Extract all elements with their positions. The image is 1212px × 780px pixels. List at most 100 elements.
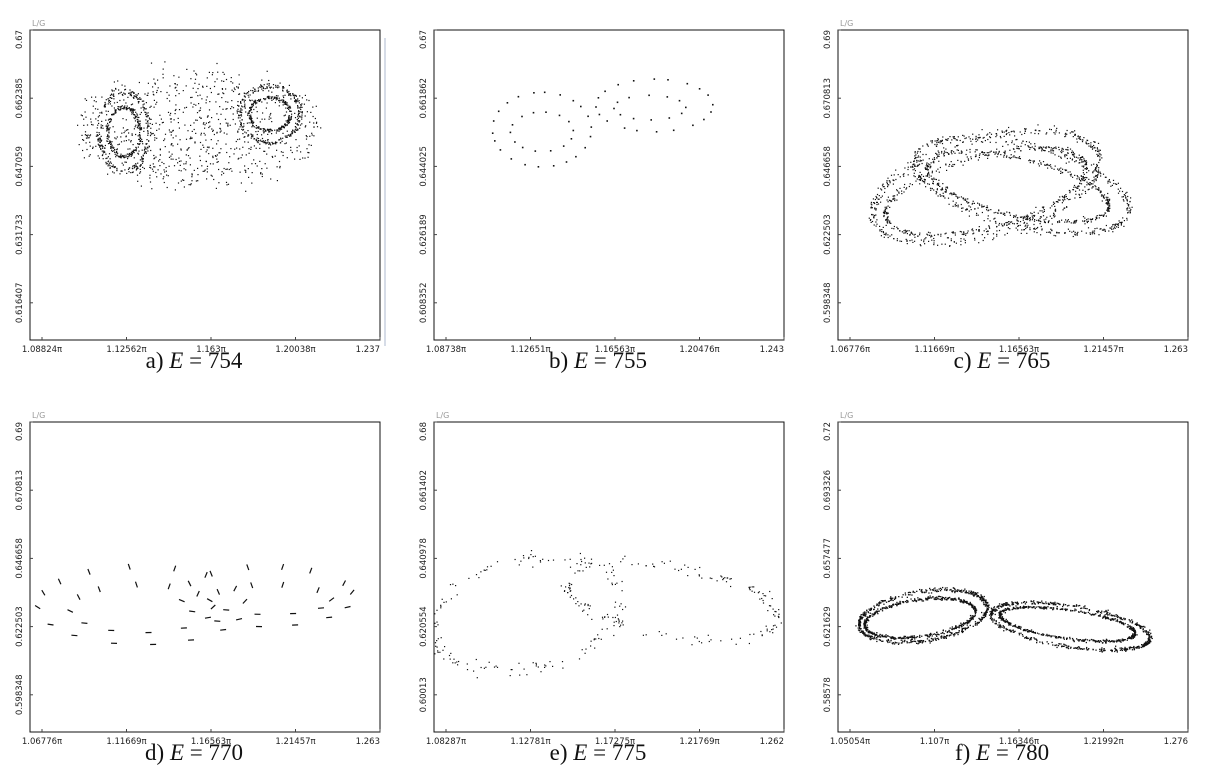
chart-a-point [107, 174, 108, 175]
chart-c-point [887, 234, 888, 235]
chart-c-point [1107, 197, 1108, 198]
chart-c-point [984, 137, 985, 138]
chart-c-point [1034, 143, 1035, 144]
chart-a-point [193, 104, 194, 105]
chart-a-point [261, 168, 262, 169]
chart-c-point [897, 238, 898, 239]
chart-a-point [203, 122, 204, 123]
chart-a-point [123, 93, 124, 94]
chart-f-point [978, 618, 979, 619]
chart-c-point [1082, 220, 1083, 221]
chart-a-point [137, 115, 138, 116]
chart-e-point [531, 550, 532, 551]
chart-c-point [1038, 220, 1039, 221]
chart-a-point [258, 128, 259, 129]
chart-a-point [264, 98, 265, 99]
chart-c-point [919, 161, 920, 162]
chart-a-point [142, 163, 143, 164]
chart-c-point [909, 230, 910, 231]
chart-a-point [116, 170, 117, 171]
chart-c-point [967, 198, 968, 199]
chart-c-point [1051, 147, 1052, 148]
chart-c-point [1075, 191, 1076, 192]
chart-a-point [114, 152, 115, 153]
chart-a-point [288, 134, 289, 135]
chart-c-point [938, 142, 939, 143]
chart-c-point [955, 146, 956, 147]
chart-a-point [295, 102, 296, 103]
chart-c-point [1019, 148, 1020, 149]
chart-a-point [90, 154, 91, 155]
chart-b-point [553, 165, 555, 167]
chart-a-point [193, 122, 194, 123]
chart-a-point [142, 150, 143, 151]
chart-c-point [1048, 151, 1049, 152]
chart-a-point [191, 173, 192, 174]
chart-e-point [774, 625, 775, 626]
chart-c-point [1054, 125, 1055, 126]
chart-a-point [138, 135, 139, 136]
chart-a-point [133, 144, 134, 145]
chart-f-point [977, 624, 978, 625]
chart-a-point [250, 100, 251, 101]
chart-a-point [244, 95, 245, 96]
chart-a-point [239, 120, 240, 121]
chart-c-point [1052, 148, 1053, 149]
chart-c-point [883, 186, 884, 187]
chart-c-point [1034, 212, 1035, 213]
chart-a-point [139, 132, 140, 133]
chart-c-point [1009, 134, 1010, 135]
chart-a-point [241, 112, 242, 113]
chart-b-point [669, 117, 671, 119]
chart-b-point [559, 94, 561, 96]
chart-f-point [985, 614, 986, 615]
chart-a-point [295, 129, 296, 130]
chart-a-point [276, 130, 277, 131]
chart-c-point [989, 228, 990, 229]
chart-c-point [1042, 207, 1043, 208]
chart-c-point [1076, 160, 1077, 161]
chart-a-point [287, 121, 288, 122]
chart-f-point [976, 596, 977, 597]
chart-c-point [1126, 199, 1127, 200]
chart-b-point [587, 116, 589, 118]
chart-c-point [948, 198, 949, 199]
chart-e-point [691, 644, 692, 645]
chart-a-point [241, 182, 242, 183]
chart-c-point [970, 152, 971, 153]
chart-b-point [636, 130, 638, 132]
chart-c-point [963, 165, 964, 166]
chart-a-point [119, 100, 120, 101]
chart-a-point [290, 118, 291, 119]
chart-c-point [987, 218, 988, 219]
chart-a-point [163, 163, 164, 164]
chart-f-point [858, 627, 859, 628]
chart-c-point [1099, 156, 1100, 157]
chart-a-point [245, 111, 246, 112]
chart-a-point [290, 134, 291, 135]
chart-c-point [914, 168, 915, 169]
chart-b-point [573, 100, 575, 102]
chart-f-point [965, 623, 966, 624]
chart-a-point [103, 151, 104, 152]
chart-a-point [271, 100, 272, 101]
chart-a-point [136, 165, 137, 166]
chart-c-point [974, 203, 975, 204]
chart-e-point [434, 623, 435, 624]
chart-a-point [137, 143, 138, 144]
chart-a-point [147, 130, 148, 131]
chart-a-point [194, 129, 195, 130]
chart-f-point [904, 636, 905, 637]
chart-c-point [933, 244, 934, 245]
chart-c-point [882, 196, 883, 197]
chart-f-point [891, 598, 892, 599]
chart-e-point [533, 556, 534, 557]
chart-f-point [865, 612, 866, 613]
chart-a-point [240, 126, 241, 127]
chart-a-point [135, 147, 136, 148]
chart-c-point [1123, 196, 1124, 197]
chart-a-point [218, 152, 219, 153]
chart-a-point [210, 88, 211, 89]
chart-a-point [294, 159, 295, 160]
chart-c-point [992, 239, 993, 240]
